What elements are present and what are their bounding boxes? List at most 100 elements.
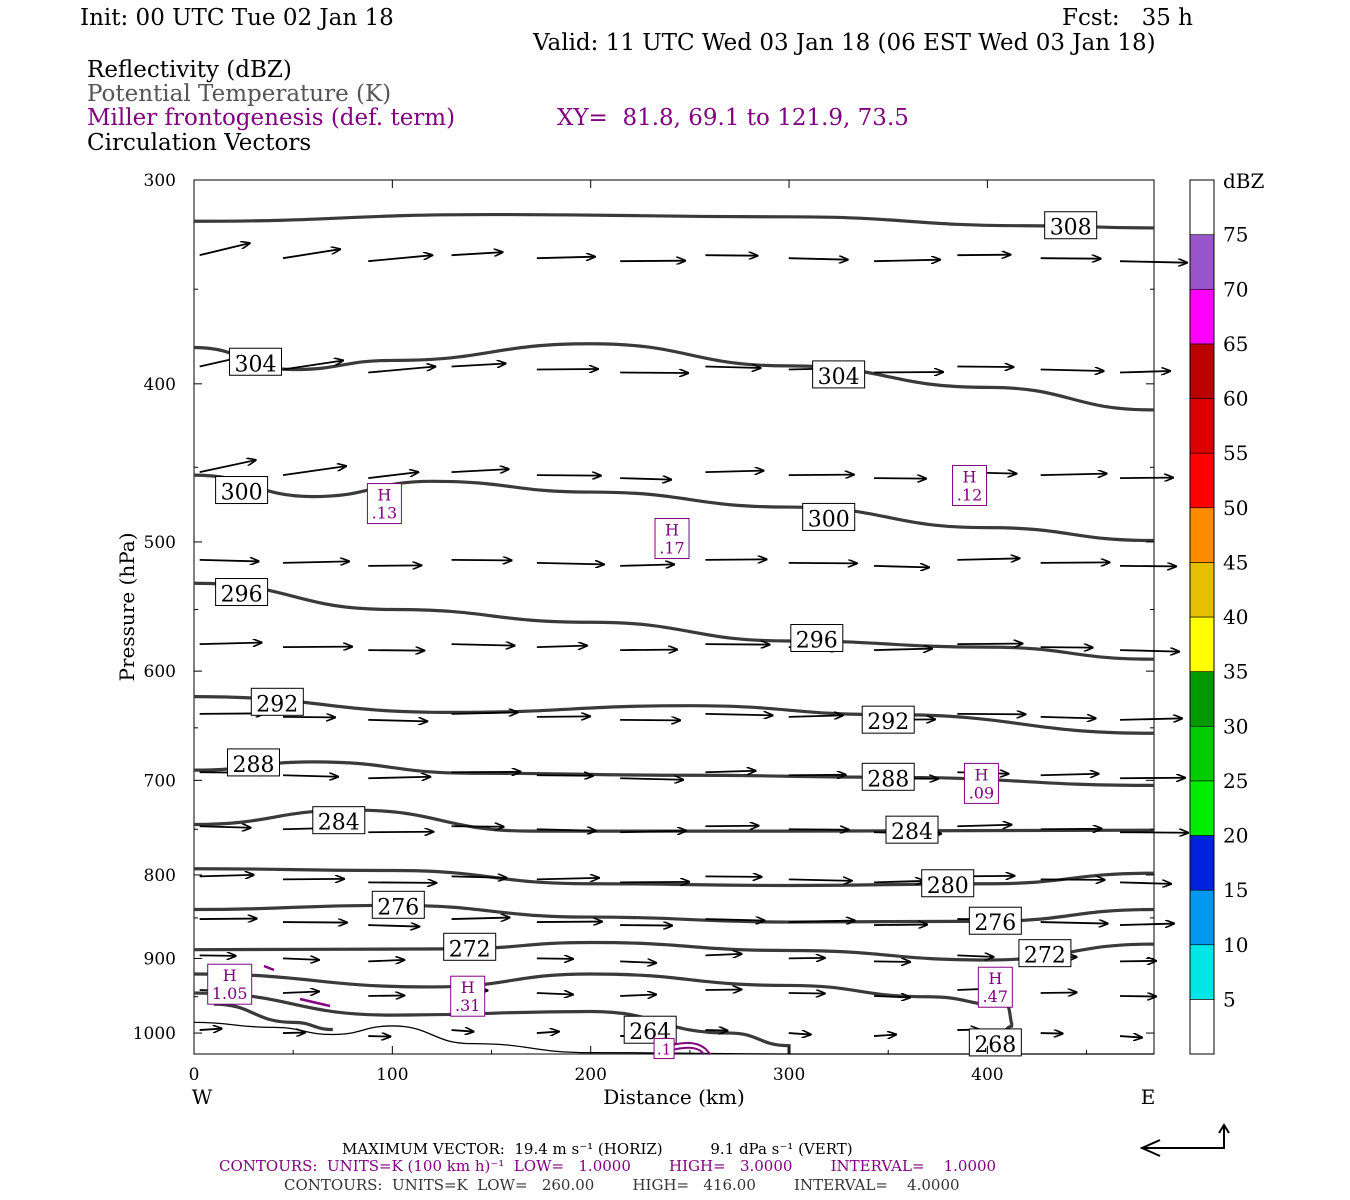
colorbar-label: 10 <box>1223 933 1248 957</box>
field-reflectivity: Reflectivity (dBZ) <box>87 57 292 83</box>
theta-contour-280 <box>193 867 1155 888</box>
circulation-vector <box>451 469 509 472</box>
circulation-vector <box>705 255 757 256</box>
colorbar-label: 40 <box>1223 605 1248 629</box>
theta-label: 308 <box>1050 216 1092 241</box>
colorbar-segment <box>1189 452 1215 509</box>
field-frontogenesis: Miller frontogenesis (def. term) <box>87 105 456 131</box>
circulation-vector <box>705 771 755 773</box>
circulation-vector <box>282 879 344 880</box>
colorbar-title: dBZ <box>1223 169 1265 193</box>
circulation-vector <box>282 775 338 777</box>
circulation-vector <box>1119 924 1174 926</box>
circulation-vector <box>451 876 507 878</box>
circulation-vector <box>1119 650 1179 652</box>
circulation-vector <box>874 478 926 479</box>
colorbar-label: 25 <box>1223 769 1248 793</box>
circulation-vector <box>199 643 262 645</box>
theta-contour-304 <box>193 342 1155 412</box>
y-axis-label: Pressure (hPa) <box>115 533 139 682</box>
fronto-max-value: .09 <box>969 783 994 802</box>
circulation-vector <box>199 243 250 257</box>
colorbar-segment <box>1189 398 1215 454</box>
circulation-vector <box>536 878 599 880</box>
circulation-vector <box>199 955 236 956</box>
circulation-vector <box>282 561 349 563</box>
circulation-vector <box>368 650 424 651</box>
circulation-vector <box>451 560 512 561</box>
y-tick-label: 800 <box>144 866 176 886</box>
reference-vector-head <box>1218 1123 1230 1134</box>
theta-label-box <box>968 906 1022 935</box>
west-label: W <box>192 1085 213 1109</box>
colorbar-label: 45 <box>1223 550 1248 574</box>
theta-label-box <box>371 890 425 919</box>
circulation-vector <box>788 775 846 776</box>
fronto-contour-line <box>673 1046 705 1056</box>
circulation-vector <box>705 954 741 956</box>
colorbar-segment <box>1189 725 1215 782</box>
theta-label: 272 <box>449 937 491 962</box>
theta-label-box <box>968 1028 1022 1057</box>
circulation-vector <box>874 925 927 926</box>
circulation-vector <box>957 367 1013 368</box>
circulation-vector <box>788 993 825 994</box>
theta-contour-292 <box>193 695 1155 735</box>
circulation-vector <box>957 714 1025 715</box>
theta-label-box <box>215 578 269 607</box>
theta-contour-272 <box>193 940 1155 962</box>
circulation-vector <box>536 475 601 476</box>
circulation-vector <box>451 364 506 367</box>
circulation-vector <box>368 960 404 962</box>
theta-label-box <box>812 360 866 389</box>
circulation-vector <box>536 369 598 370</box>
circulation-vector <box>1119 882 1171 884</box>
circulation-vector <box>1040 922 1108 924</box>
circulation-vector <box>705 367 760 369</box>
circulation-vector <box>368 832 433 833</box>
theta-label-box <box>861 705 915 734</box>
colorbar-segment <box>1189 944 1215 1000</box>
circulation-vector <box>1119 832 1188 833</box>
circulation-vector <box>1040 474 1107 476</box>
circulation-vector <box>1119 478 1173 479</box>
theta-label-box <box>790 623 844 652</box>
colorbar-segment <box>1189 999 1215 1055</box>
circulation-vector <box>368 995 404 996</box>
circulation-vector <box>451 644 515 646</box>
fronto-max-box <box>366 483 402 525</box>
fronto-fragment <box>263 964 275 972</box>
theta-label: 292 <box>867 710 909 735</box>
circulation-vector <box>957 644 1022 645</box>
y-tick-label: 600 <box>144 662 176 682</box>
colorbar-label: 55 <box>1223 441 1248 465</box>
theta-label: 296 <box>221 583 263 608</box>
circulation-vector <box>788 715 843 717</box>
fronto-max-box <box>450 975 486 1017</box>
theta-label: 268 <box>974 1033 1016 1058</box>
circulation-vector <box>368 925 419 927</box>
fronto-max-box <box>207 963 253 1005</box>
circulation-vector <box>536 646 587 648</box>
fronto-max-value: .31 <box>455 996 480 1015</box>
circulation-vector <box>788 958 825 959</box>
theta-label: 304 <box>234 352 276 377</box>
circulation-vector <box>957 955 993 957</box>
colorbar-segment <box>1189 671 1215 727</box>
circulation-vector <box>705 919 764 921</box>
circulation-vector <box>705 876 761 877</box>
circulation-vector <box>282 958 319 960</box>
circulation-vector <box>1119 718 1182 720</box>
theta-label-box <box>885 815 939 844</box>
circulation-vector <box>620 961 656 963</box>
theta-label-box <box>1044 211 1098 240</box>
y-tick-label: 400 <box>144 375 176 395</box>
theta-label: 280 <box>927 874 969 899</box>
init-time: Init: 00 UTC Tue 02 Jan 18 <box>80 5 394 31</box>
theta-label: 292 <box>256 692 298 717</box>
east-label: E <box>1141 1085 1156 1109</box>
fronto-fragment <box>299 997 331 1008</box>
circulation-vector <box>788 475 854 476</box>
y-tick-label: 300 <box>144 171 176 191</box>
